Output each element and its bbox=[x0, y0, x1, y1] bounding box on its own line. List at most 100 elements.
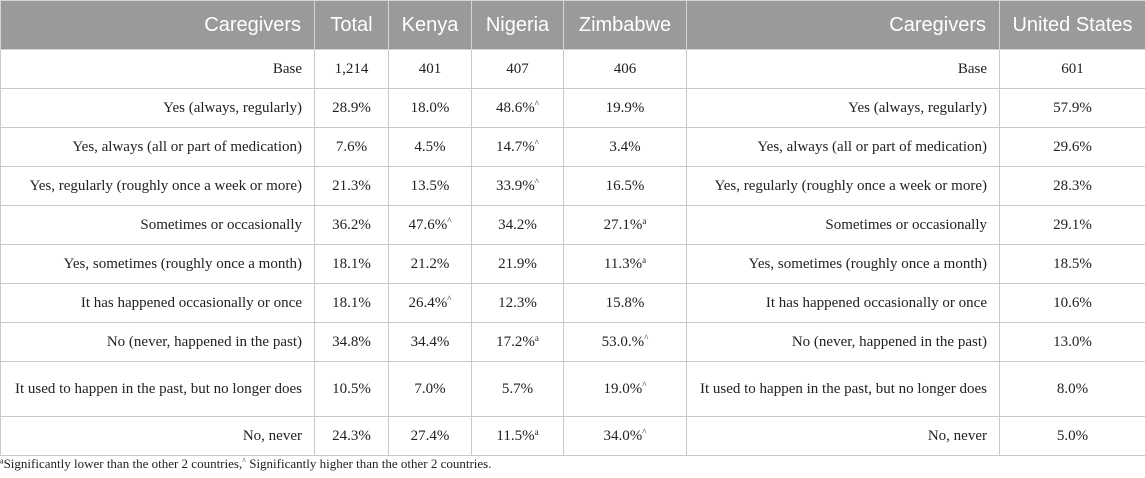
row-label-us: Sometimes or occasionally bbox=[686, 205, 1000, 245]
cell-nigeria: 48.6%^ bbox=[471, 88, 564, 128]
table-footnote: aSignificantly lower than the other 2 co… bbox=[0, 456, 491, 472]
row-label: Base bbox=[0, 49, 315, 89]
cell-value: 34.4% bbox=[410, 333, 450, 350]
cell-total: 34.8% bbox=[314, 322, 389, 362]
cell-value: 27.4% bbox=[410, 427, 450, 444]
cell-nigeria: 14.7%^ bbox=[471, 127, 564, 167]
row-label-us: Base bbox=[686, 49, 1000, 89]
cell-nigeria: 12.3% bbox=[471, 283, 564, 323]
cell-kenya: 4.5% bbox=[388, 127, 472, 167]
row-label: No, never bbox=[0, 416, 315, 456]
row-label-us: It used to happen in the past, but no lo… bbox=[686, 361, 1000, 417]
header-total: Total bbox=[314, 0, 389, 50]
cell-value: 36.2% bbox=[332, 216, 371, 233]
cell-united-states: 5.0% bbox=[999, 416, 1145, 456]
row-label-us: Yes, always (all or part of medication) bbox=[686, 127, 1000, 167]
sig-mark: ^ bbox=[534, 137, 539, 148]
cell-value: 4.5% bbox=[414, 138, 446, 155]
cell-total: 18.1% bbox=[314, 244, 389, 284]
cell-value: 21.2% bbox=[410, 255, 450, 272]
sig-mark: ^ bbox=[642, 426, 647, 437]
header-zimbabwe: Zimbabwe bbox=[563, 0, 687, 50]
cell-zimbabwe: 15.8% bbox=[563, 283, 687, 323]
cell-value: 19.0% bbox=[603, 380, 643, 397]
table-row: It used to happen in the past, but no lo… bbox=[0, 361, 1145, 417]
table-row: Yes, always (all or part of medication) … bbox=[0, 127, 1145, 167]
row-label: Yes, always (all or part of medication) bbox=[0, 127, 315, 167]
table-row: Yes, regularly (roughly once a week or m… bbox=[0, 166, 1145, 206]
cell-value: 33.9% bbox=[496, 177, 535, 194]
cell-value: 18.0% bbox=[410, 99, 450, 116]
cell-kenya: 21.2% bbox=[388, 244, 472, 284]
cell-value: 26.4% bbox=[408, 294, 448, 311]
sig-mark: ^ bbox=[534, 176, 539, 187]
row-label-us: Yes, sometimes (roughly once a month) bbox=[686, 244, 1000, 284]
row-label: Yes (always, regularly) bbox=[0, 88, 315, 128]
sig-mark: ^ bbox=[447, 215, 452, 226]
row-label: Yes, regularly (roughly once a week or m… bbox=[0, 166, 315, 206]
cell-united-states: 8.0% bbox=[999, 361, 1145, 417]
cell-united-states: 18.5% bbox=[999, 244, 1145, 284]
cell-nigeria: 21.9% bbox=[471, 244, 564, 284]
row-label-us: It has happened occasionally or once bbox=[686, 283, 1000, 323]
cell-kenya: 26.4%^ bbox=[388, 283, 472, 323]
cell-value: 401 bbox=[418, 60, 442, 77]
row-label: It used to happen in the past, but no lo… bbox=[0, 361, 315, 417]
row-label-us: No (never, happened in the past) bbox=[686, 322, 1000, 362]
cell-value: 5.7% bbox=[501, 380, 534, 397]
cell-total: 18.1% bbox=[314, 283, 389, 323]
cell-total: 36.2% bbox=[314, 205, 389, 245]
cell-value: 7.6% bbox=[335, 138, 368, 155]
sig-mark: a bbox=[534, 426, 539, 437]
cell-total: 21.3% bbox=[314, 166, 389, 206]
row-label: No (never, happened in the past) bbox=[0, 322, 315, 362]
cell-value: 10.5% bbox=[332, 380, 371, 397]
cell-zimbabwe: 27.1%a bbox=[563, 205, 687, 245]
cell-value: 24.3% bbox=[332, 427, 371, 444]
row-label: Yes, sometimes (roughly once a month) bbox=[0, 244, 315, 284]
caregivers-table: Caregivers Total Kenya Nigeria Zimbabwe … bbox=[0, 0, 1145, 456]
cell-zimbabwe: 34.0%^ bbox=[563, 416, 687, 456]
cell-value: 17.2% bbox=[496, 333, 535, 350]
cell-value: 11.3% bbox=[603, 255, 643, 272]
cell-value: 12.3% bbox=[498, 294, 537, 311]
sig-mark: ^ bbox=[642, 379, 647, 390]
cell-united-states: 29.6% bbox=[999, 127, 1145, 167]
footnote-mark-a: a bbox=[0, 456, 4, 466]
cell-value: 34.8% bbox=[332, 333, 371, 350]
cell-kenya: 401 bbox=[388, 49, 472, 89]
cell-united-states: 601 bbox=[999, 49, 1145, 89]
cell-nigeria: 407 bbox=[471, 49, 564, 89]
table-row: No, never 24.3% 27.4% 11.5%a 34.0%^ No, … bbox=[0, 416, 1145, 456]
sig-mark: a bbox=[534, 332, 539, 343]
cell-united-states: 28.3% bbox=[999, 166, 1145, 206]
cell-total: 7.6% bbox=[314, 127, 389, 167]
cell-value: 14.7% bbox=[496, 138, 535, 155]
cell-nigeria: 11.5%a bbox=[471, 416, 564, 456]
cell-kenya: 13.5% bbox=[388, 166, 472, 206]
row-label-us: Yes, regularly (roughly once a week or m… bbox=[686, 166, 1000, 206]
cell-value: 15.8% bbox=[605, 294, 645, 311]
table-row: Base 1,214 401 407 406 Base 601 bbox=[0, 49, 1145, 89]
cell-united-states: 29.1% bbox=[999, 205, 1145, 245]
footnote-text-lower: Significantly lower than the other 2 cou… bbox=[3, 456, 243, 471]
cell-value: 18.1% bbox=[332, 255, 371, 272]
cell-value: 3.4% bbox=[609, 138, 641, 155]
footnote-text-higher: Significantly higher than the other 2 co… bbox=[245, 456, 492, 471]
table-row: Sometimes or occasionally 36.2% 47.6%^ 3… bbox=[0, 205, 1145, 245]
row-label-us: No, never bbox=[686, 416, 1000, 456]
cell-kenya: 7.0% bbox=[388, 361, 472, 417]
sig-mark: a bbox=[642, 254, 647, 265]
table-row: It has happened occasionally or once 18.… bbox=[0, 283, 1145, 323]
cell-total: 28.9% bbox=[314, 88, 389, 128]
cell-value: 48.6% bbox=[496, 99, 535, 116]
table-row: Yes (always, regularly) 28.9% 18.0% 48.6… bbox=[0, 88, 1145, 128]
cell-value: 11.5% bbox=[496, 427, 535, 444]
row-label: It has happened occasionally or once bbox=[0, 283, 315, 323]
cell-kenya: 34.4% bbox=[388, 322, 472, 362]
cell-value: 21.3% bbox=[332, 177, 371, 194]
cell-value: 13.5% bbox=[410, 177, 450, 194]
cell-value: 47.6% bbox=[408, 216, 448, 233]
sig-mark: a bbox=[642, 215, 647, 226]
cell-united-states: 13.0% bbox=[999, 322, 1145, 362]
